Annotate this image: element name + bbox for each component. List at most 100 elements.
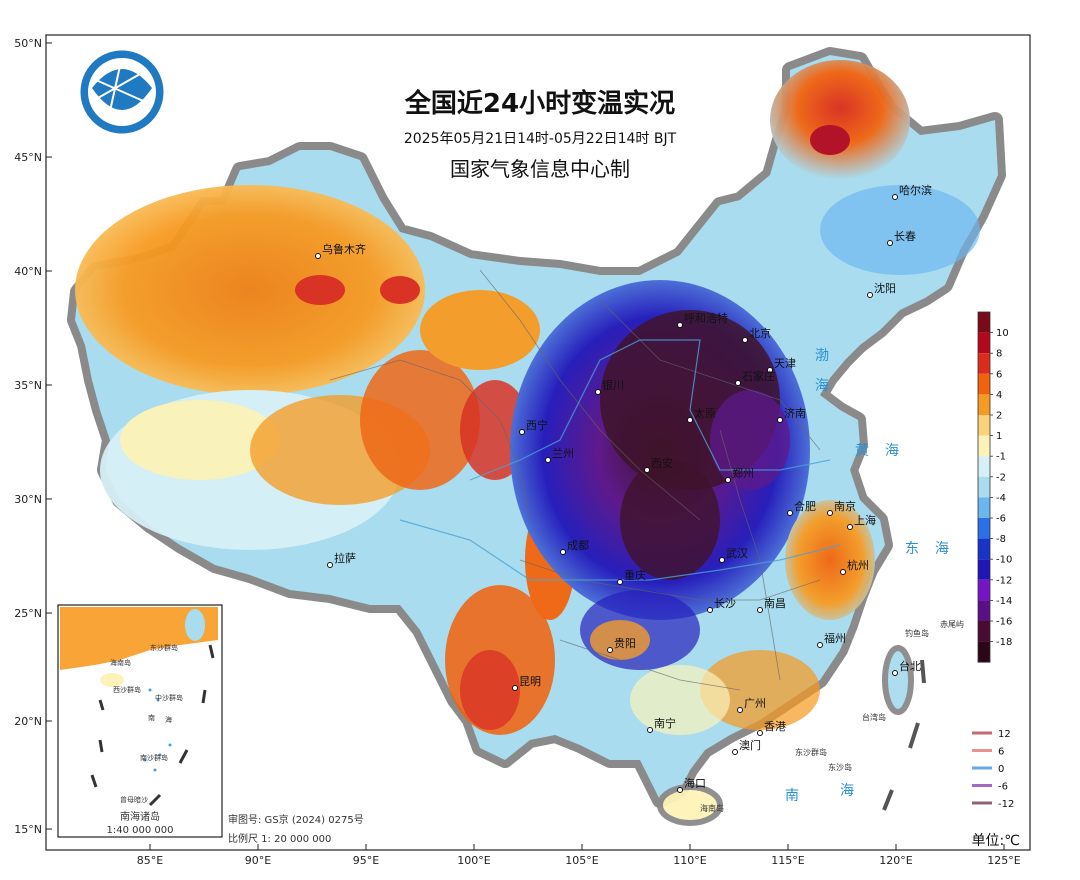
city-label: 广州 bbox=[744, 697, 766, 710]
colorbar-label: 6 bbox=[996, 369, 1002, 380]
city-marker bbox=[725, 477, 731, 483]
city-marker bbox=[732, 749, 738, 755]
contour-legend: 12 6 0 -6 -12 bbox=[972, 729, 1014, 810]
city-label: 兰州 bbox=[552, 447, 574, 460]
island-label: 赤尾屿 bbox=[940, 620, 964, 629]
inset-label: 海南岛 bbox=[110, 658, 131, 667]
nine-dash-line bbox=[882, 659, 926, 811]
lon-tick-label: 105°E bbox=[565, 854, 598, 867]
city-label: 长春 bbox=[894, 230, 916, 243]
city-marker bbox=[315, 253, 321, 259]
colorbar-label: 2 bbox=[996, 411, 1002, 422]
city-marker bbox=[560, 549, 566, 555]
city-label: 天津 bbox=[774, 357, 796, 370]
colorbar-swatch bbox=[978, 600, 990, 621]
city-label: 西宁 bbox=[526, 418, 548, 432]
colorbar-swatch bbox=[978, 621, 990, 642]
contour-label: -12 bbox=[998, 799, 1014, 810]
colorbar-swatch bbox=[978, 497, 990, 518]
colorbar-label: -8 bbox=[996, 534, 1006, 545]
colorbar-label: -18 bbox=[996, 637, 1012, 648]
colorbar-swatch bbox=[978, 579, 990, 601]
lon-tick-label: 125°E bbox=[987, 854, 1020, 867]
colorbar-swatch bbox=[978, 373, 990, 395]
city-label: 乌鲁木齐 bbox=[322, 242, 366, 256]
unit-label: 单位:℃ bbox=[972, 833, 1020, 849]
city-marker bbox=[840, 569, 846, 575]
lat-tick-label: 15°N bbox=[14, 823, 42, 836]
city-marker bbox=[647, 727, 653, 733]
city-marker bbox=[892, 194, 898, 200]
city-label: 成都 bbox=[567, 539, 589, 552]
city-marker bbox=[777, 417, 783, 423]
city-marker bbox=[644, 467, 650, 473]
colorbar-label: -14 bbox=[996, 596, 1012, 607]
city-marker bbox=[512, 685, 518, 691]
city-marker bbox=[719, 557, 725, 563]
colorbar-label: -16 bbox=[996, 617, 1012, 628]
sea-label: 南 bbox=[785, 788, 803, 804]
colorbar-label: 4 bbox=[996, 390, 1002, 401]
colorbar-swatch bbox=[978, 312, 990, 333]
lat-tick-label: 45°N bbox=[14, 151, 42, 164]
city-marker bbox=[519, 429, 525, 435]
sea-label: 海 bbox=[885, 443, 903, 459]
map-producer: 国家气象信息中心制 bbox=[450, 157, 630, 181]
city-marker bbox=[687, 417, 693, 423]
city-label: 北京 bbox=[749, 326, 771, 340]
map-scale: 比例尺 1: 20 000 000 bbox=[228, 832, 331, 845]
inset-scale: 1:40 000 000 bbox=[107, 825, 174, 836]
lat-tick-label: 30°N bbox=[14, 493, 42, 506]
map-title: 全国近24小时变温实况 bbox=[404, 88, 675, 119]
city-marker bbox=[742, 337, 748, 343]
colorbar-label: -10 bbox=[996, 555, 1012, 566]
map-subtitle: 2025年05月21日14时-05月22日14时 BJT bbox=[404, 131, 677, 147]
lon-tick-label: 110°E bbox=[673, 854, 706, 867]
city-label: 福州 bbox=[824, 631, 846, 645]
city-marker bbox=[767, 367, 773, 373]
city-marker bbox=[867, 292, 873, 298]
city-marker bbox=[847, 524, 853, 530]
city-label: 澳门 bbox=[739, 738, 761, 752]
city-marker bbox=[677, 787, 683, 793]
city-label: 武汉 bbox=[726, 547, 748, 560]
city-label: 南京 bbox=[834, 499, 856, 513]
sea-label: 东 bbox=[905, 541, 923, 557]
island-label: 钓鱼岛 bbox=[905, 628, 929, 638]
inset-label: 西沙群岛 bbox=[113, 685, 141, 694]
city-label: 银川 bbox=[602, 378, 624, 392]
city-label: 石家庄 bbox=[742, 369, 775, 383]
city-label: 济南 bbox=[784, 406, 806, 420]
city-marker bbox=[595, 389, 601, 395]
colorbar: 10 8 6 4 2 1 -1 -2 -4 -6 -8 -10 -12 -14 -16 -18 bbox=[977, 311, 1012, 663]
city-marker bbox=[737, 707, 743, 713]
city-label: 呼和浩特 bbox=[684, 311, 728, 325]
city-label: 台北 bbox=[899, 659, 921, 673]
colorbar-swatch bbox=[978, 456, 990, 477]
sea-label: 海 bbox=[935, 541, 953, 557]
colorbar-swatch bbox=[978, 641, 990, 663]
colorbar-label: -4 bbox=[996, 493, 1006, 504]
inset-label: 南沙群岛 bbox=[140, 753, 168, 762]
inset-label: 海 bbox=[165, 715, 172, 724]
city-label: 长沙 bbox=[714, 597, 736, 610]
city-label: 南昌 bbox=[764, 597, 786, 610]
city-label: 合肥 bbox=[794, 499, 816, 513]
city-marker bbox=[327, 562, 333, 568]
city-label: 沈阳 bbox=[874, 281, 896, 295]
colorbar-swatch bbox=[978, 332, 990, 354]
sea-label: 黄 bbox=[855, 442, 873, 459]
colorbar-swatch bbox=[978, 559, 990, 580]
city-marker bbox=[887, 240, 893, 246]
inset-title: 南海诸岛 bbox=[120, 810, 160, 823]
island-label: 台湾岛 bbox=[862, 712, 886, 722]
lon-tick-label: 95°E bbox=[353, 854, 379, 867]
city-marker bbox=[735, 380, 741, 386]
contour-label: -6 bbox=[998, 782, 1008, 793]
city-label: 杭州 bbox=[847, 558, 869, 572]
colorbar-swatch bbox=[978, 394, 990, 415]
